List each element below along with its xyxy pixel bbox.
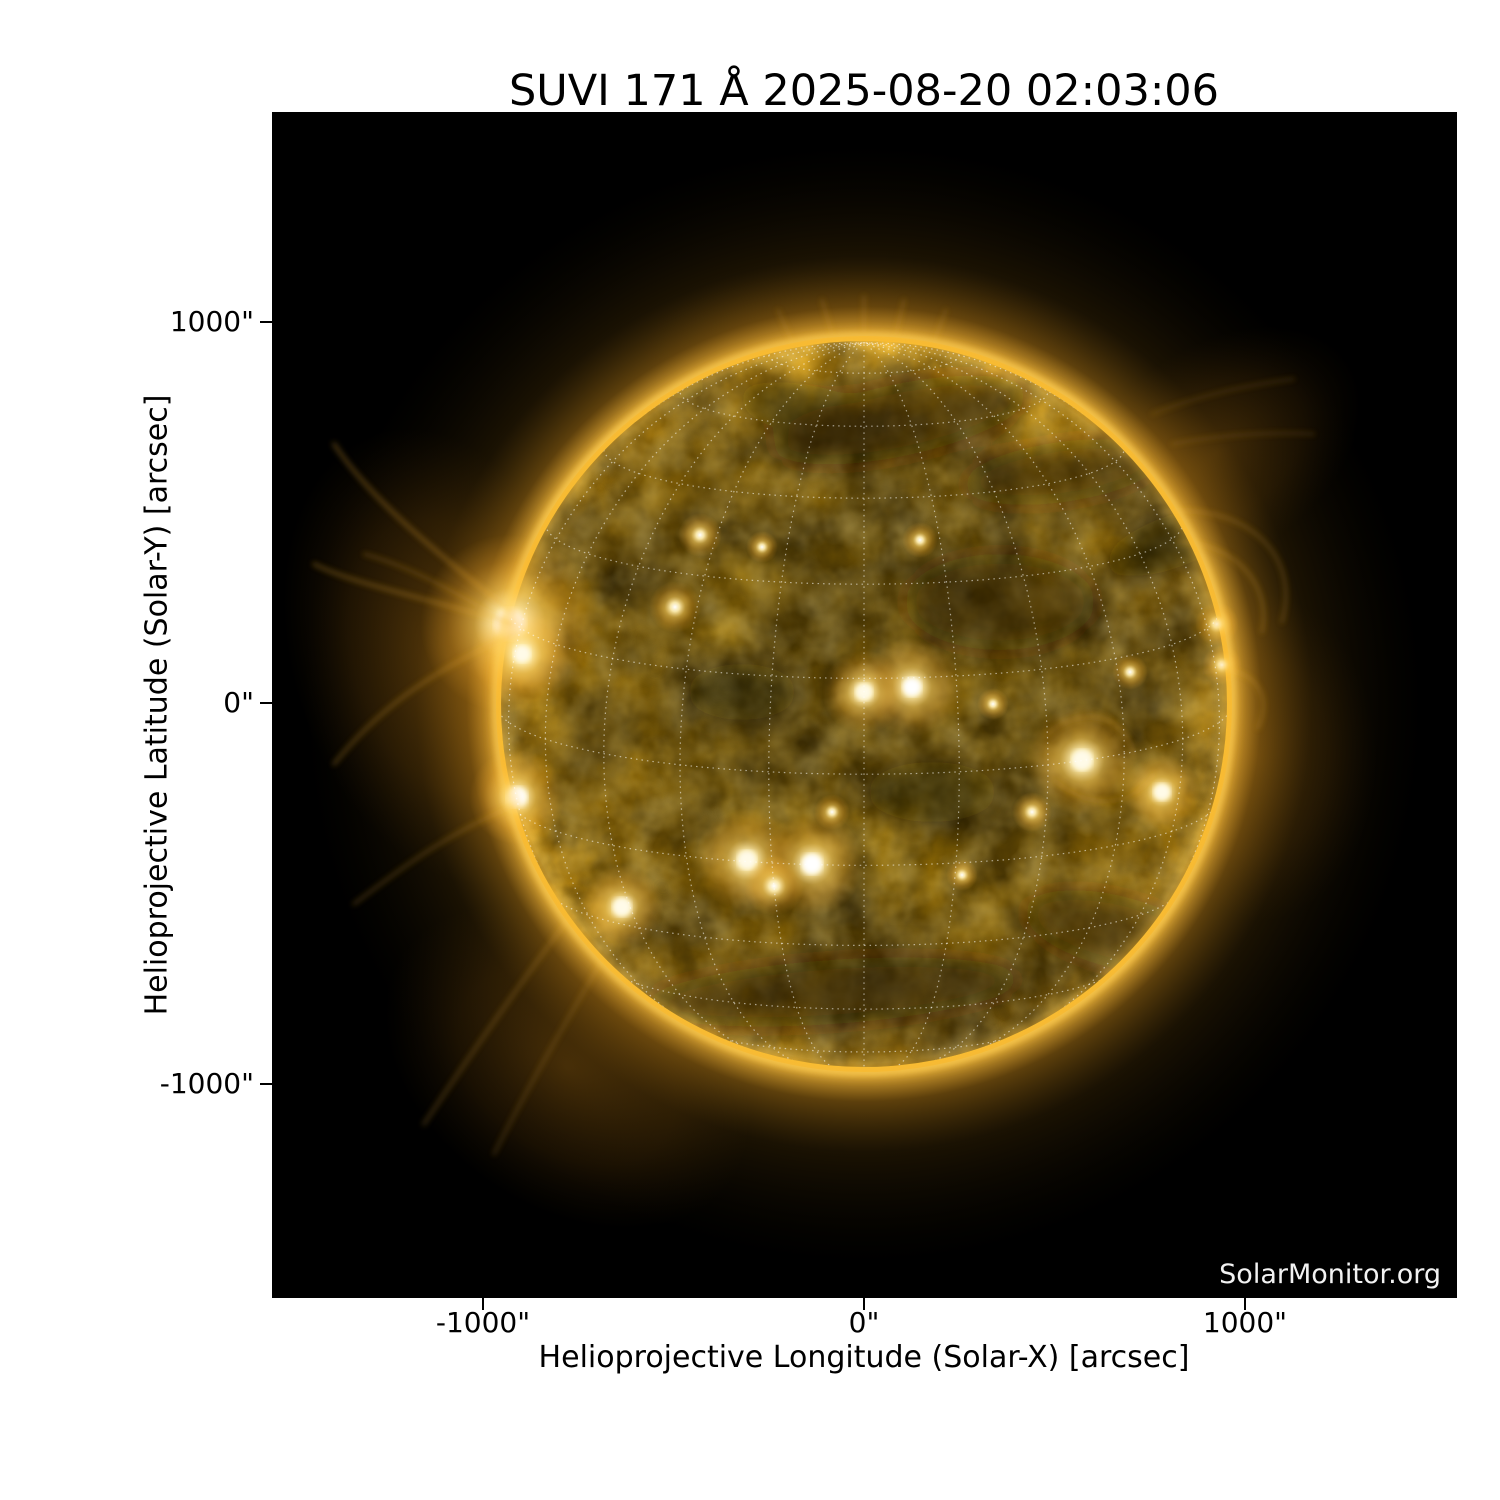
x-axis-label: Helioprojective Longitude (Solar-X) [arc…	[538, 1340, 1190, 1375]
x-tick-label-neg1000: -1000"	[435, 1306, 531, 1339]
x-tick-mark-neg1000	[482, 1298, 484, 1310]
y-tick-mark-1000	[260, 321, 272, 323]
chart-title: SUVI 171 Å 2025-08-20 02:03:06	[508, 66, 1220, 116]
active-regions	[420, 513, 1242, 949]
y-tick-label-0: 0"	[223, 686, 254, 719]
x-tick-label-0: 0"	[848, 1306, 880, 1339]
heliographic-grid	[501, 342, 1227, 1067]
coronal-loops	[312, 294, 1316, 1156]
watermark: SolarMonitor.org	[1219, 1259, 1441, 1290]
plot-area: SolarMonitor.org	[272, 112, 1457, 1298]
sun-image	[272, 112, 1457, 1298]
y-tick-mark-0	[260, 702, 272, 704]
x-tick-mark-0	[863, 1298, 865, 1310]
limb-ring	[493, 333, 1235, 1075]
y-tick-label-neg1000: -1000"	[159, 1067, 254, 1100]
x-tick-mark-1000	[1244, 1298, 1246, 1310]
y-tick-mark-neg1000	[260, 1083, 272, 1085]
y-tick-label-1000: 1000"	[169, 305, 254, 338]
x-tick-label-1000: 1000"	[1202, 1306, 1288, 1339]
